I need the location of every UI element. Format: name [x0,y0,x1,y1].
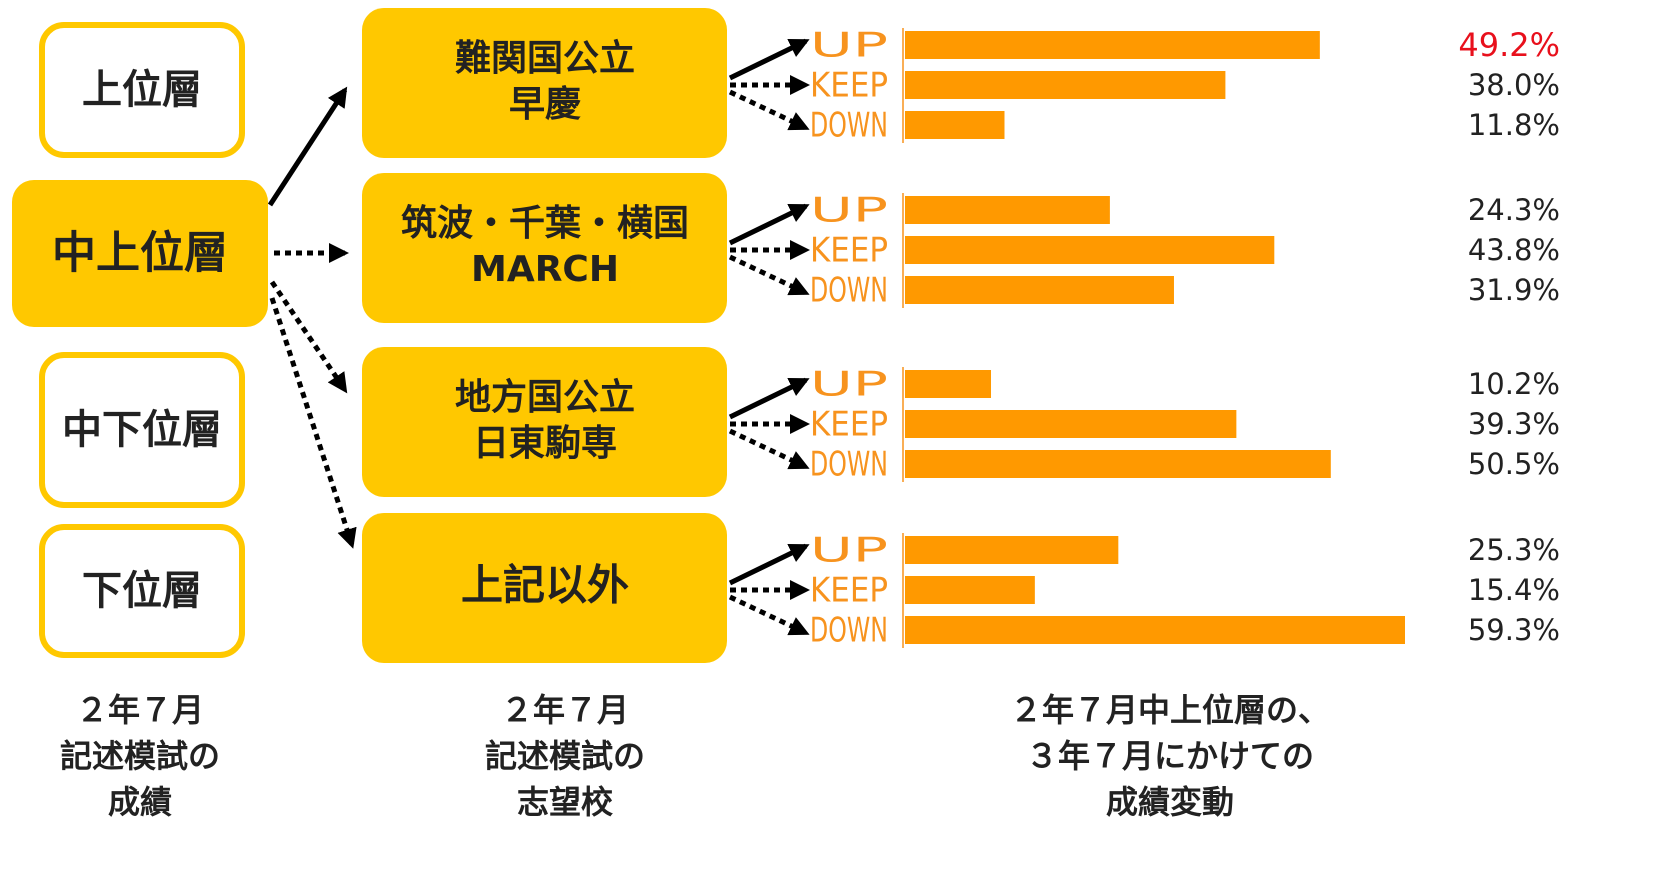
school-box [362,8,727,158]
arrow [269,280,348,394]
bar [905,196,1110,224]
tier-label: 中下位層 [62,407,222,453]
bar [905,111,1005,139]
arrow [728,38,810,81]
arrow [728,428,810,470]
caption: 成績変動 [1106,783,1234,821]
outcome-label: DOWN [810,611,888,651]
value-label: 50.5% [1468,447,1560,481]
school-label: 上記以外 [461,561,629,610]
value-label: 31.9% [1468,273,1560,307]
caption: 成績 [108,783,172,821]
outcome-label: UP [810,365,888,405]
school-box [362,513,727,663]
arrow [728,254,810,296]
arrow [267,86,348,207]
arrow [728,203,810,246]
caption: ３年７月にかけての [1026,737,1314,775]
school-label: MARCH [471,249,619,290]
bar [905,370,992,398]
outcome-label: DOWN [810,106,888,146]
value-label: 15.4% [1468,573,1560,607]
tier-box [39,22,245,158]
value-label: 39.3% [1468,407,1560,441]
school-label: 筑波・千葉・横国 [401,203,689,244]
school-label: 早慶 [509,84,581,125]
value-label: 25.3% [1468,533,1560,567]
arrow [269,297,357,549]
tier-label: 中上位層 [52,228,228,279]
outcome-label: UP [810,531,888,571]
caption: ２年７月 [501,691,629,729]
arrow [728,543,810,586]
bar [905,576,1035,604]
tier-box [12,180,268,327]
value-label: 10.2% [1468,367,1560,401]
bar [905,536,1119,564]
tier-box [39,524,245,658]
bar [905,236,1275,264]
arrow [728,594,810,636]
bar [905,276,1174,304]
outcome-label: UP [810,26,888,66]
arrow [728,89,810,131]
school-box [362,173,727,323]
school-label: 日東駒専 [473,423,617,464]
outcome-label: KEEP [810,231,888,271]
outcome-label: DOWN [810,271,888,311]
school-label: 地方国公立 [455,377,635,418]
caption: ２年７月 [76,691,204,729]
caption: ２年７月中上位層の、 [1010,691,1330,729]
tier-label: 上位層 [82,67,202,113]
caption: 志望校 [517,783,613,821]
value-label: 49.2% [1458,26,1560,64]
school-label: 難関国公立 [455,38,635,79]
tier-arrows [267,86,357,549]
value-label: 43.8% [1468,233,1560,267]
value-label: 24.3% [1468,193,1560,227]
outcome-label: DOWN [810,445,888,485]
tier-label: 下位層 [82,568,202,614]
outcome-label: KEEP [810,405,888,445]
tier-box [39,352,245,508]
bar [905,31,1320,59]
bar [905,450,1331,478]
outcome-label: KEEP [810,571,888,611]
value-label: 11.8% [1468,108,1560,142]
school-box [362,347,727,497]
value-label: 38.0% [1468,68,1560,102]
bar [905,616,1405,644]
caption: 記述模試の [485,737,645,775]
caption: 記述模試の [60,737,220,775]
outcome-label: UP [810,191,888,231]
bar [905,71,1226,99]
outcome-label: KEEP [810,66,888,106]
arrow [728,377,810,420]
bar [905,410,1237,438]
value-label: 59.3% [1468,613,1560,647]
